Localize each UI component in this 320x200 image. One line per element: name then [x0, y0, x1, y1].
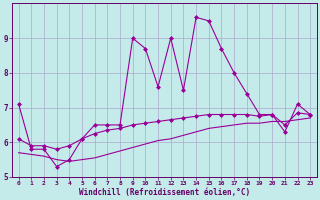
X-axis label: Windchill (Refroidissement éolien,°C): Windchill (Refroidissement éolien,°C) — [79, 188, 250, 197]
